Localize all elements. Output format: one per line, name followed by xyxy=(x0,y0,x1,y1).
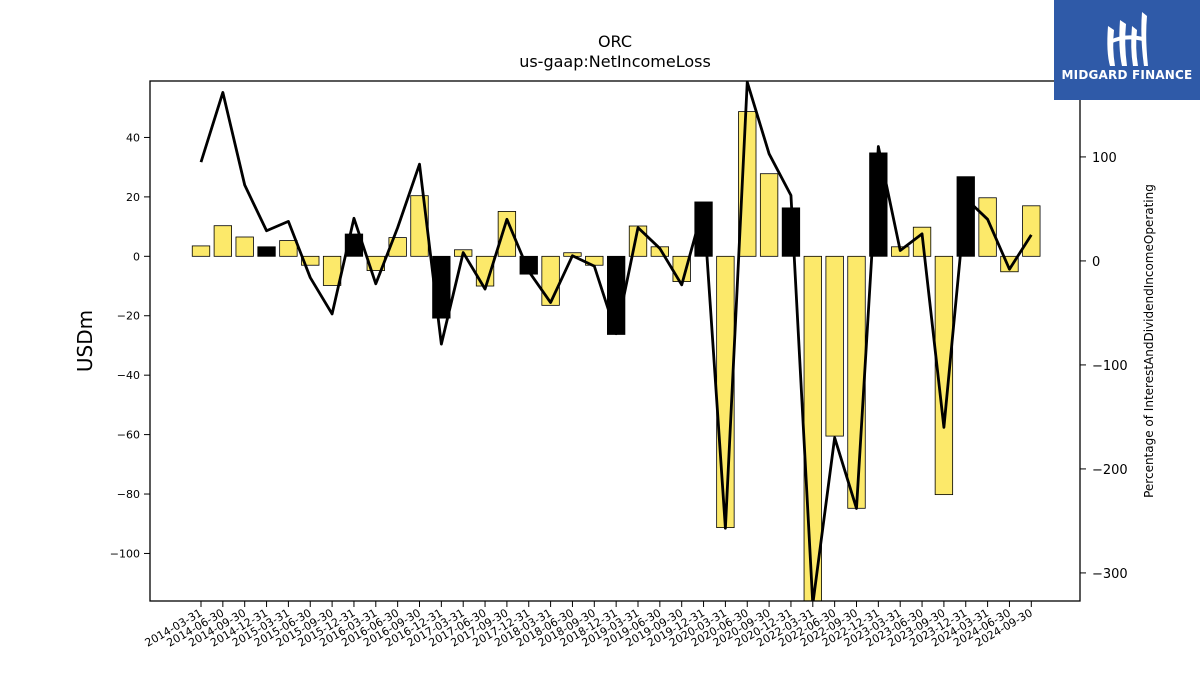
bar-2017-09-30 xyxy=(497,211,517,257)
bar-2022-12-31 xyxy=(956,176,975,257)
y-tick-label: 40 xyxy=(126,131,140,144)
bars-group xyxy=(191,111,1041,601)
brand-name: MIDGARD FINANCE xyxy=(1061,68,1193,82)
y-tick-label: −40 xyxy=(117,369,140,382)
bar-2019-12-31 xyxy=(694,201,713,257)
y2-tick-label: −100 xyxy=(1092,359,1128,374)
bar-2018-12-31 xyxy=(607,255,626,335)
y-tick-label: 0 xyxy=(133,250,140,263)
bar-2020-09-30 xyxy=(759,173,779,257)
y2-axis-label: Percentage of InterestAndDividendIncomeO… xyxy=(1142,184,1156,498)
y-tick-label: −80 xyxy=(117,488,140,501)
chart-title: ORC xyxy=(597,32,633,51)
y-tick-label: −60 xyxy=(117,429,140,442)
plot-frame xyxy=(149,80,1081,602)
ratio-line xyxy=(199,81,1033,601)
bar-2014-06-30 xyxy=(213,225,233,257)
bar-2015-06-30 xyxy=(301,255,320,266)
bar-2022-09-30 xyxy=(934,255,954,496)
midgard-logo-icon xyxy=(1107,12,1148,66)
bar-2015-03-31 xyxy=(279,240,298,257)
bar-2023-03-31 xyxy=(978,197,997,257)
y2-tick-label: −200 xyxy=(1092,463,1128,478)
chart-subtitle: us-gaap:NetIncomeLoss xyxy=(519,52,711,71)
brand-logo: MIDGARD FINANCE xyxy=(1054,0,1200,100)
y-axis-label: USDm xyxy=(73,310,97,372)
y-tick-label: 20 xyxy=(126,191,140,204)
y-tick-label: −20 xyxy=(117,310,140,323)
bar-2021-06-30 xyxy=(825,255,844,437)
y2-tick-label: −300 xyxy=(1092,567,1128,582)
bar-2021-09-30 xyxy=(847,255,866,509)
bar-2023-09-30 xyxy=(1022,205,1041,257)
bar-2018-03-31 xyxy=(541,255,560,306)
y2-tick-label: 0 xyxy=(1092,255,1100,270)
bar-2014-03-31 xyxy=(191,245,211,257)
bar-2014-12-31 xyxy=(257,246,276,257)
y-tick-label: −100 xyxy=(110,547,140,560)
y2-tick-label: 100 xyxy=(1092,151,1117,166)
bar-2014-09-30 xyxy=(235,236,254,257)
